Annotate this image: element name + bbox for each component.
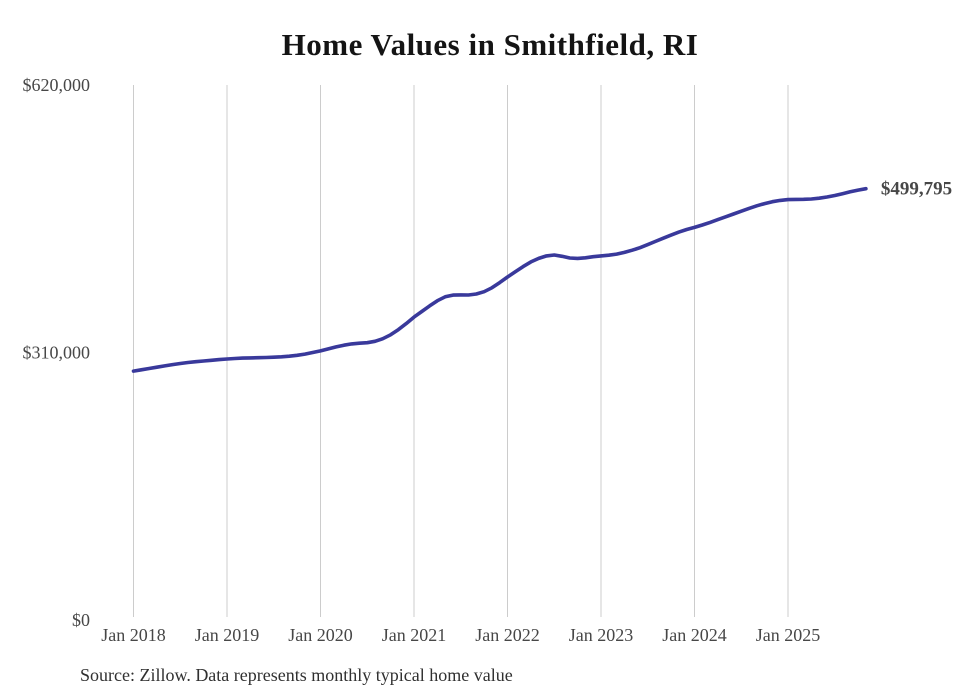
year-gridlines	[133, 85, 789, 617]
y-tick-label: $620,000	[23, 75, 91, 95]
x-tick-label: Jan 2023	[569, 625, 634, 645]
source-note: Source: Zillow. Data represents monthly …	[80, 665, 513, 685]
home-value-line	[131, 186, 868, 373]
x-tick-label: Jan 2021	[382, 625, 447, 645]
y-tick-label: $310,000	[23, 343, 91, 363]
chart-title: Home Values in Smithfield, RI	[281, 27, 699, 62]
x-tick-label: Jan 2019	[195, 625, 260, 645]
x-tick-label: Jan 2018	[101, 625, 166, 645]
end-value-label: $499,795	[881, 179, 952, 200]
x-tick-label: Jan 2022	[475, 625, 540, 645]
x-tick-label: Jan 2024	[662, 625, 727, 645]
y-axis-tick-labels: $0 $310,000 $620,000	[23, 75, 91, 630]
x-tick-label: Jan 2020	[288, 625, 353, 645]
y-tick-label: $0	[72, 610, 90, 630]
x-tick-label: Jan 2025	[756, 625, 821, 645]
x-axis-tick-labels: Jan 2018 Jan 2019 Jan 2020 Jan 2021 Jan 2022…	[101, 625, 820, 645]
